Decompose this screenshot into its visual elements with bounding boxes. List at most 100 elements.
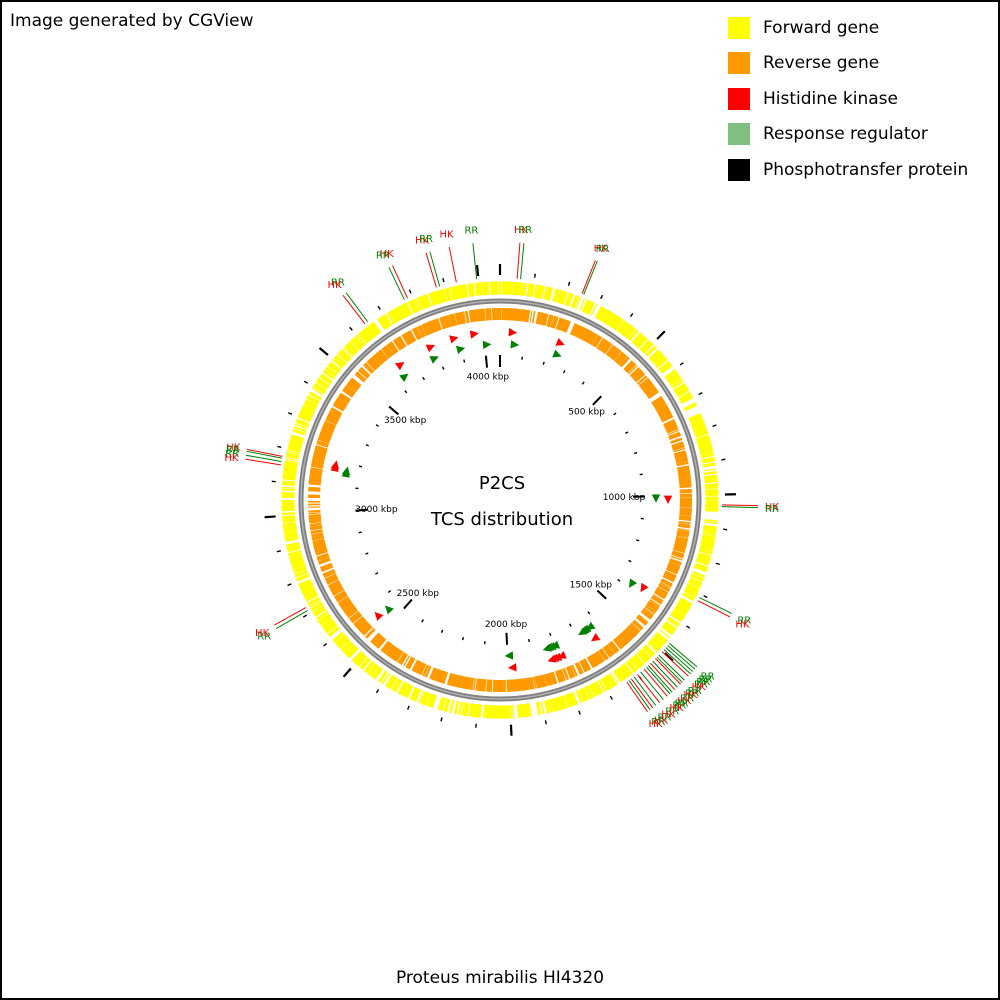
hk-callout-label: HK xyxy=(594,243,609,254)
reverse-gene-mark xyxy=(308,514,321,517)
reverse-gene-mark xyxy=(377,351,387,362)
reverse-gene-mark xyxy=(679,489,692,494)
legend-swatch-forward-gene xyxy=(728,16,750,39)
outer-scale-tick xyxy=(377,305,381,310)
reverse-gene-mark xyxy=(537,675,542,688)
forward-gene-mark xyxy=(626,660,636,672)
rr-callout-label: RR xyxy=(685,688,699,699)
reverse-gene-mark xyxy=(377,638,387,649)
reverse-gene-mark xyxy=(320,431,332,438)
reverse-gene-mark xyxy=(419,663,426,675)
reverse-gene-mark xyxy=(433,319,440,332)
outer-scale-tick xyxy=(609,695,613,700)
outer-scale-tick xyxy=(715,562,720,566)
forward-gene-mark xyxy=(372,666,383,679)
forward-gene-mark xyxy=(614,669,624,682)
reverse-gene-mark xyxy=(322,569,335,576)
forward-gene-mark xyxy=(614,318,623,331)
reverse-gene-mark xyxy=(664,570,677,578)
forward-gene-mark xyxy=(643,343,654,354)
reverse-gene-mark xyxy=(489,308,492,321)
outer-scale-tick xyxy=(656,330,666,340)
reverse-gene-mark xyxy=(679,515,692,518)
forward-gene-mark xyxy=(665,370,678,380)
map-subtitle: TCS distribution xyxy=(430,509,574,530)
reverse-gene-mark xyxy=(621,630,633,642)
forward-gene-mark xyxy=(281,486,295,489)
reverse-gene-mark xyxy=(341,601,354,612)
reverse-gene-mark xyxy=(602,647,611,658)
inner-scale-tick xyxy=(562,370,566,374)
forward-gene-mark xyxy=(694,429,708,436)
forward-gene-mark xyxy=(392,308,402,322)
forward-gene-mark xyxy=(285,455,299,460)
reverse-gene-mark xyxy=(312,459,325,463)
forward-gene-mark xyxy=(479,282,483,296)
reverse-gene-mark xyxy=(631,621,642,631)
hk-callout-line xyxy=(636,674,661,703)
rr-callout-line xyxy=(345,292,369,323)
reverse-gene-mark xyxy=(678,523,691,529)
reverse-gene-mark xyxy=(453,313,458,326)
reverse-gene-mark xyxy=(548,315,554,328)
forward-gene-mark xyxy=(350,338,362,350)
forward-gene-mark xyxy=(594,681,604,694)
forward-gene-mark xyxy=(441,698,447,711)
forward-gene-mark xyxy=(340,640,352,651)
forward-gene-mark xyxy=(705,485,719,490)
inner-scale-tick xyxy=(440,629,444,633)
forward-gene-mark xyxy=(301,585,314,593)
forward-gene-mark xyxy=(386,312,396,325)
forward-gene-mark xyxy=(551,698,558,712)
reverse-gene-mark xyxy=(308,510,321,513)
reverse-gene-mark xyxy=(370,632,380,643)
reverse-gene-mark xyxy=(323,421,336,429)
reverse-gene-mark xyxy=(390,341,399,353)
forward-gene-mark xyxy=(647,642,658,653)
reverse-gene-mark xyxy=(358,621,368,631)
reverse-gene-mark xyxy=(349,379,361,389)
forward-gene-mark xyxy=(463,284,469,298)
reverse-gene-mark xyxy=(405,656,415,669)
forward-gene-mark xyxy=(361,328,373,342)
forward-gene-mark xyxy=(556,289,562,303)
forward-gene-mark xyxy=(592,682,602,695)
forward-gene-mark xyxy=(327,364,340,374)
legend-swatch-response-regulator xyxy=(728,123,750,146)
reverse-gene-mark xyxy=(370,356,381,367)
forward-gene-mark xyxy=(290,434,304,442)
forward-gene-mark xyxy=(639,339,651,351)
forward-gene-mark xyxy=(281,488,295,492)
reverse-gene-mark xyxy=(475,678,479,691)
forward-gene-mark xyxy=(567,293,574,307)
reverse-gene-mark xyxy=(381,347,391,359)
outer-scale-tick xyxy=(679,362,684,366)
forward-gene-mark xyxy=(285,538,299,543)
response-regulator-marker xyxy=(341,466,351,476)
histidine-kinase-marker xyxy=(449,335,459,344)
reverse-gene-mark xyxy=(658,584,670,592)
reverse-gene-mark xyxy=(560,319,567,332)
forward-gene-mark xyxy=(666,372,679,381)
reverse-gene-mark xyxy=(308,486,321,490)
reverse-gene-mark xyxy=(661,416,674,423)
rr-callout-line xyxy=(640,671,664,700)
forward-gene-mark xyxy=(332,631,344,642)
reverse-gene-mark xyxy=(314,448,327,454)
forward-gene-mark xyxy=(422,295,429,308)
reverse-gene-mark xyxy=(432,668,438,681)
inner-scale-tick xyxy=(421,619,424,623)
forward-gene-mark xyxy=(635,335,647,348)
reverse-gene-mark xyxy=(672,445,685,451)
rr-callout-label: RR xyxy=(694,679,708,690)
reverse-gene-mark xyxy=(518,678,523,691)
reverse-gene-mark xyxy=(646,389,658,398)
reverse-gene-mark xyxy=(666,427,679,434)
rr-callout-line xyxy=(520,243,525,280)
forward-gene-mark xyxy=(290,436,304,443)
inner-scale-tick xyxy=(596,589,607,600)
reverse-gene-mark xyxy=(611,349,620,360)
forward-gene-mark xyxy=(690,575,704,582)
forward-gene-mark xyxy=(540,701,545,715)
forward-gene-mark xyxy=(385,674,394,687)
